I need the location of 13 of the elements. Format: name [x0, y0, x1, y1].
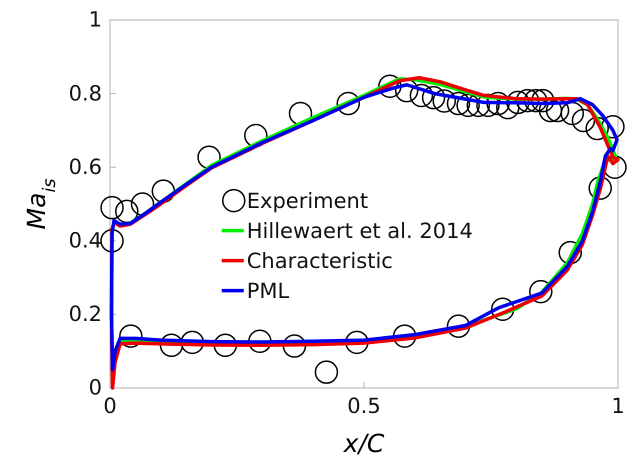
y-tick-label: 0.2	[68, 302, 102, 326]
y-tick-label: 0.8	[68, 81, 102, 106]
legend-label: Characteristic	[246, 249, 393, 274]
legend-label: Experiment	[246, 189, 368, 214]
legend-label: PML	[246, 279, 290, 304]
x-tick-label: 0.5	[347, 394, 381, 418]
x-axis-title: x/C	[342, 429, 385, 458]
y-tick-label: 1	[88, 8, 102, 32]
legend-label: Hillewaert et al. 2014	[246, 219, 473, 244]
y-tick-label: 0.6	[68, 154, 102, 179]
x-tick-label: 1	[611, 394, 625, 418]
y-tick-label: 0	[88, 376, 102, 400]
y-tick-label: 0.4	[68, 228, 102, 253]
